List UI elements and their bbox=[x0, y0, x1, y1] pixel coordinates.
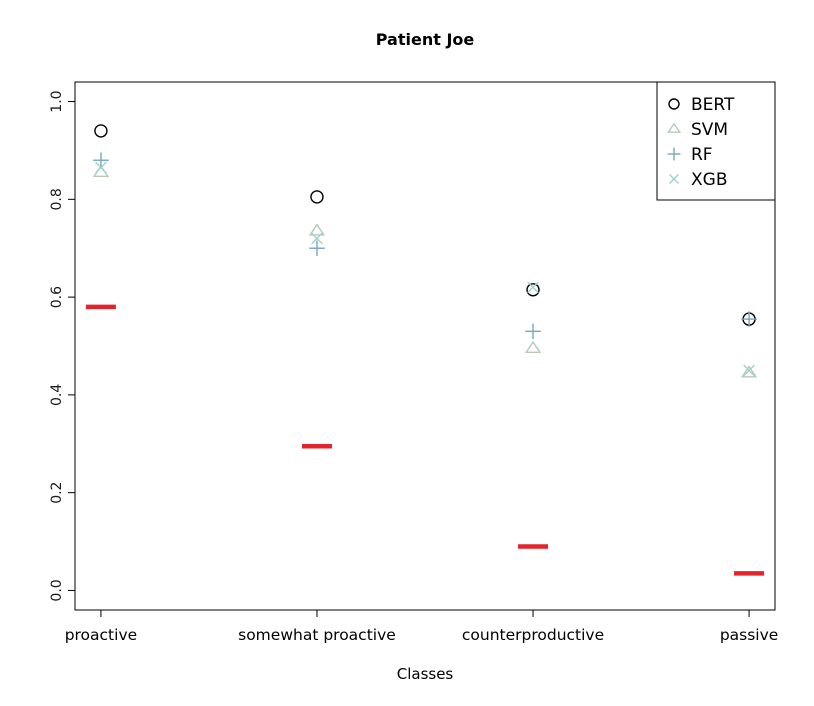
chart-title: Patient Joe bbox=[375, 30, 475, 49]
legend-item-xgb: XGB bbox=[669, 170, 727, 190]
y-tick-label: 1.0 bbox=[49, 90, 65, 112]
legend-item-rf: RF bbox=[667, 145, 713, 165]
legend-label: RF bbox=[691, 145, 713, 165]
series-SVM bbox=[92, 164, 758, 378]
y-tick-label: 0.2 bbox=[49, 482, 65, 504]
legend-label: XGB bbox=[691, 170, 727, 190]
y-tick-label: 0.4 bbox=[49, 384, 65, 406]
legend-item-bert: BERT bbox=[668, 95, 735, 115]
legend: BERT SVM RF XGB bbox=[656, 81, 776, 201]
legend-box bbox=[656, 81, 776, 201]
legend-label: SVM bbox=[691, 120, 728, 140]
x-axis: proactive somewhat proactive counterproduc… bbox=[65, 610, 779, 644]
y-tick-label: 0.0 bbox=[49, 579, 65, 601]
legend-label: BERT bbox=[691, 95, 735, 115]
baseline-marks bbox=[85, 304, 765, 576]
series-RF bbox=[93, 152, 757, 340]
x-tick-label: passive bbox=[720, 626, 779, 644]
y-tick-label: 0.6 bbox=[49, 286, 65, 308]
series-XGB bbox=[95, 161, 755, 377]
x-tick-label: counterproductive bbox=[462, 626, 604, 644]
y-axis: 0.0 0.2 0.4 0.6 0.8 1.0 bbox=[49, 90, 75, 602]
x-tick-label: somewhat proactive bbox=[238, 626, 396, 644]
plot-box bbox=[74, 81, 776, 611]
series-BERT bbox=[94, 124, 756, 326]
y-tick-label: 0.8 bbox=[49, 188, 65, 210]
legend-item-svm: SVM bbox=[666, 120, 728, 140]
x-tick-label: proactive bbox=[65, 626, 137, 644]
x-axis-label: Classes bbox=[396, 665, 454, 683]
